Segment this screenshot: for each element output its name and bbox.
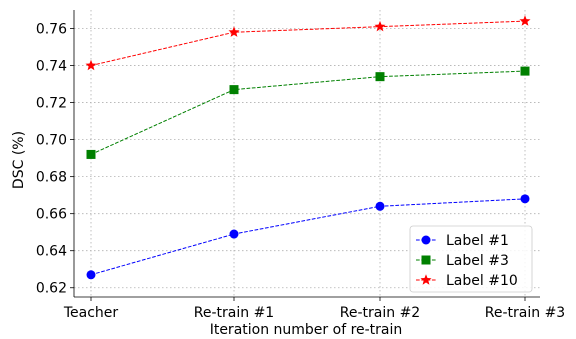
y-tick-label: 0.62 <box>36 281 67 297</box>
legend-marker <box>420 274 432 285</box>
series-line <box>90 198 526 276</box>
y-tick-label: 0.66 <box>36 207 67 223</box>
series-line <box>90 20 526 67</box>
y-axis-label: DSC (%) <box>11 131 27 189</box>
y-tick-label: 0.68 <box>36 170 67 186</box>
ticks: 0.62 0.64 0.66 0.68 0.70 0.72 0.74 0.76 Teacher R… <box>36 22 565 321</box>
series-group <box>85 15 531 280</box>
axes <box>73 10 540 298</box>
x-tick-label: Re-train #2 <box>340 305 420 321</box>
legend: Label #1 Label #3 Label #10 <box>409 225 533 293</box>
data-point <box>375 201 385 211</box>
data-point <box>229 229 239 239</box>
data-point <box>86 149 96 159</box>
legend-label: Label #10 <box>446 273 518 289</box>
x-axis-label: Iteration number of re-train <box>210 322 403 338</box>
y-tick-label: 0.70 <box>36 133 67 149</box>
legend-marker <box>421 235 431 245</box>
y-tick-label: 0.74 <box>36 59 67 75</box>
legend-box <box>409 225 533 293</box>
data-point <box>519 15 531 26</box>
y-tick-label: 0.72 <box>36 96 67 112</box>
data-point <box>374 20 386 32</box>
legend-label: Label #3 <box>446 253 509 269</box>
data-point <box>229 85 239 95</box>
series-line <box>90 70 526 155</box>
y-tick-label: 0.76 <box>36 22 67 38</box>
y-tick-label: 0.64 <box>36 244 67 260</box>
x-tick-label: Teacher <box>63 305 119 321</box>
data-point <box>520 194 530 204</box>
x-tick-label: Re-train #3 <box>485 305 565 321</box>
x-tick-label: Re-train #1 <box>194 305 274 321</box>
data-point <box>85 59 97 71</box>
data-point <box>520 66 530 76</box>
legend-marker <box>421 255 431 265</box>
legend-label: Label #1 <box>446 233 509 249</box>
data-point <box>375 72 385 82</box>
data-point <box>228 26 240 37</box>
data-point <box>86 270 96 280</box>
